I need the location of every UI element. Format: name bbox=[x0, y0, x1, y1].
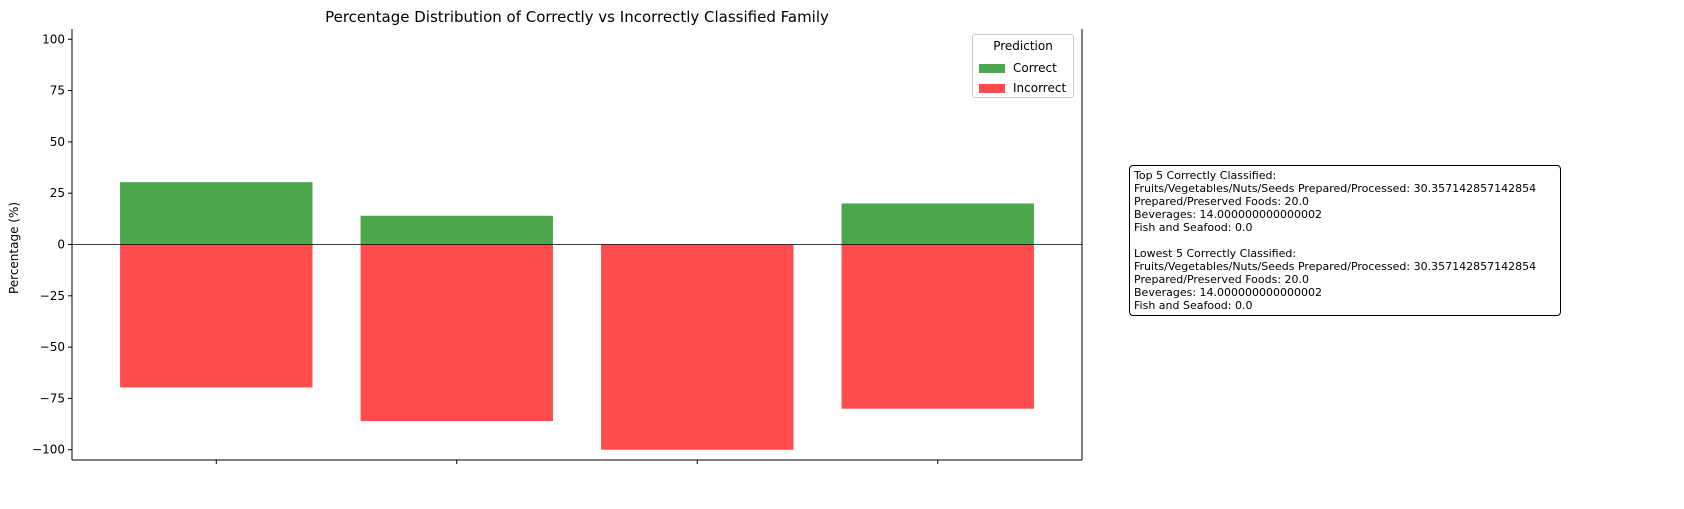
bar-correct-3 bbox=[841, 203, 1034, 245]
summary-line bbox=[1134, 234, 1556, 247]
bar-incorrect-1 bbox=[360, 244, 553, 422]
y-tick-label-5: −25 bbox=[40, 289, 65, 303]
y-tick-label-2: 50 bbox=[50, 135, 65, 149]
legend-swatch-incorrect bbox=[979, 83, 1005, 93]
y-tick-label-7: −75 bbox=[40, 391, 65, 405]
y-tick-label-3: 25 bbox=[50, 186, 65, 200]
legend-item-correct: Correct bbox=[979, 61, 1057, 75]
summary-line: Beverages: 14.000000000000002 bbox=[1134, 208, 1323, 221]
y-tick-label-1: 75 bbox=[50, 84, 65, 98]
bar-incorrect-0 bbox=[120, 244, 313, 388]
legend-label-incorrect: Incorrect bbox=[1013, 81, 1067, 95]
bar-incorrect-3 bbox=[841, 244, 1034, 409]
legend-title: Prediction bbox=[993, 39, 1053, 53]
summary-line: Fish and Seafood: 0.0 bbox=[1134, 221, 1253, 234]
bar-correct-1 bbox=[360, 215, 553, 245]
legend-swatch-correct bbox=[979, 63, 1005, 73]
summary-line: Top 5 Correctly Classified: bbox=[1134, 169, 1277, 182]
summary-line: Prepared/Preserved Foods: 20.0 bbox=[1134, 273, 1310, 286]
summary-line: Fruits/Vegetables/Nuts/Seeds Prepared/Pr… bbox=[1134, 260, 1537, 273]
classification-summary-box: Top 5 Correctly Classified: Fruits/Vegeta… bbox=[1129, 165, 1561, 316]
summary-line: Lowest 5 Correctly Classified: bbox=[1134, 247, 1297, 260]
y-tick-label-0: 100 bbox=[42, 32, 65, 46]
legend-label-correct: Correct bbox=[1013, 61, 1057, 75]
y-tick-label-8: −100 bbox=[32, 443, 65, 457]
bar-incorrect-2 bbox=[601, 244, 794, 450]
summary-line: Prepared/Preserved Foods: 20.0 bbox=[1134, 195, 1310, 208]
chart-title: Percentage Distribution of Correctly vs … bbox=[325, 8, 829, 26]
summary-line: Fruits/Vegetables/Nuts/Seeds Prepared/Pr… bbox=[1134, 182, 1537, 195]
bar-correct-0 bbox=[120, 182, 313, 245]
legend: Prediction Correct Incorrect bbox=[972, 34, 1074, 98]
y-tick-label-6: −50 bbox=[40, 340, 65, 354]
summary-line: Fish and Seafood: 0.0 bbox=[1134, 299, 1253, 312]
summary-line: Beverages: 14.000000000000002 bbox=[1134, 286, 1323, 299]
legend-item-incorrect: Incorrect bbox=[979, 81, 1066, 95]
y-tick-label-4: 0 bbox=[57, 238, 65, 252]
